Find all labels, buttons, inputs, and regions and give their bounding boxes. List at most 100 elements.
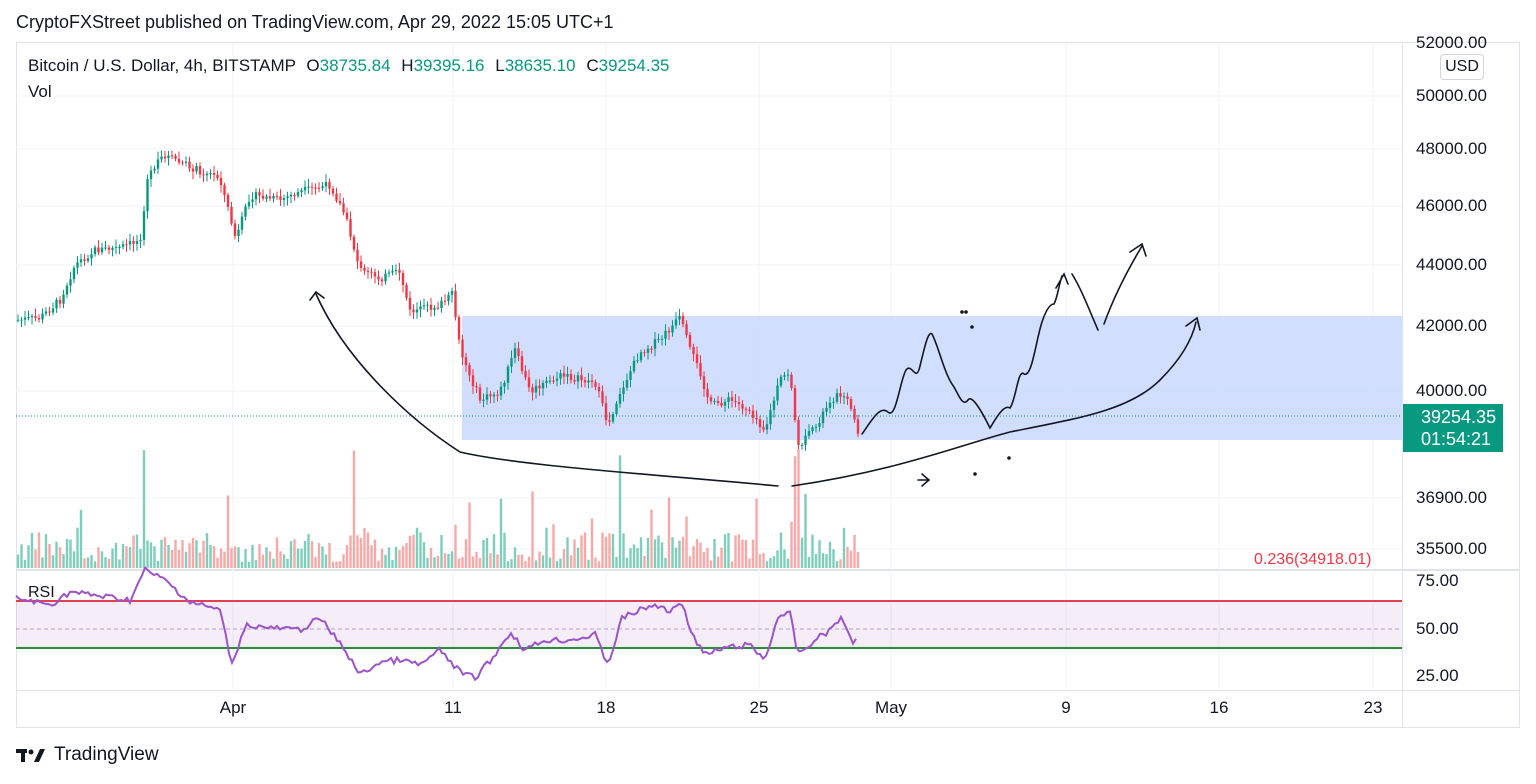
volume-bar — [779, 532, 783, 568]
volume-bar — [139, 548, 142, 568]
volume-bar — [755, 498, 758, 568]
volume-bar — [177, 549, 181, 568]
volume-bar — [457, 558, 461, 568]
volume-bar — [41, 557, 44, 568]
volume-bar — [429, 547, 433, 568]
candle-body — [300, 190, 303, 192]
candle-body — [261, 195, 265, 199]
candle-body — [191, 168, 195, 172]
candle-body — [545, 380, 548, 383]
bar-countdown: 01:54:21 — [1421, 429, 1492, 449]
candle-body — [317, 187, 321, 189]
candle-body — [608, 420, 611, 422]
candle-body — [205, 173, 209, 176]
volume-bar — [321, 546, 324, 568]
candle-body — [506, 366, 510, 383]
candle-body — [594, 382, 597, 387]
candle-body — [34, 316, 37, 318]
volume-bar — [538, 551, 541, 568]
candle-body — [828, 402, 832, 408]
candle-body — [583, 380, 587, 383]
volume-bar — [706, 547, 709, 568]
candle-body — [223, 185, 226, 195]
volume-bar — [723, 534, 727, 568]
volume-bar — [205, 533, 209, 568]
volume-bar — [632, 544, 636, 568]
candle-body — [716, 400, 720, 403]
tradingview-footer[interactable]: TradingView — [16, 744, 159, 766]
candle-body — [398, 269, 401, 273]
volume-bar — [195, 540, 198, 568]
candle-body — [279, 196, 282, 200]
volume-indicator-label[interactable]: Vol — [28, 82, 52, 101]
candle-body — [776, 385, 779, 401]
volume-bar — [160, 539, 163, 568]
volume-bar — [268, 551, 272, 568]
candle-body — [387, 272, 391, 274]
candle-body — [405, 285, 408, 298]
volume-bar — [583, 532, 587, 568]
volume-bar — [27, 545, 30, 568]
candle-body — [342, 203, 345, 213]
volume-bar — [324, 554, 328, 568]
candle-body — [636, 360, 639, 362]
candle-body — [198, 165, 202, 175]
arrow-head-right — [1185, 316, 1201, 331]
volume-bar — [146, 540, 149, 568]
candle-body — [384, 273, 387, 282]
time-tick: 16 — [1209, 698, 1229, 717]
volume-bar — [499, 498, 503, 568]
volume-bar — [846, 546, 849, 568]
price-tick: 36900.00 — [1416, 488, 1487, 507]
volume-bar — [786, 558, 790, 568]
candle-body — [461, 339, 464, 358]
volume-bar — [576, 547, 580, 568]
volume-bar — [821, 553, 825, 568]
volume-bar — [114, 542, 118, 568]
volume-bar — [223, 551, 226, 568]
candle-body — [443, 300, 447, 302]
candle-body — [230, 206, 233, 224]
volume-bar — [363, 527, 366, 568]
price-tick: 46000.00 — [1416, 196, 1487, 215]
candle-body — [758, 419, 762, 428]
candle-body — [804, 435, 807, 445]
volume-bar — [258, 544, 261, 568]
candle-body — [69, 279, 72, 286]
candle-body — [492, 394, 496, 397]
candle-body — [272, 196, 275, 199]
currency-button[interactable]: USD — [1440, 54, 1484, 80]
candle-body — [695, 354, 699, 364]
rsi-tick: 50.00 — [1416, 619, 1459, 638]
candle-body — [555, 378, 559, 381]
volume-bar — [447, 553, 450, 568]
volume-bar — [384, 554, 387, 568]
candle-body — [100, 247, 104, 253]
volume-bar — [405, 542, 408, 568]
volume-bar — [597, 561, 601, 568]
pane-separator[interactable] — [16, 569, 1520, 571]
candle-body — [114, 247, 118, 249]
price-axis-separator — [1402, 42, 1403, 728]
last-price-value: 39254.35 — [1421, 407, 1497, 427]
volume-bar — [555, 561, 559, 568]
volume-bar — [699, 542, 702, 568]
candle-body — [202, 174, 205, 176]
rsi-indicator-label[interactable]: RSI — [28, 584, 55, 601]
candle-body — [244, 206, 247, 217]
volume-bar — [611, 533, 615, 568]
candle-body — [170, 155, 174, 157]
candle-body — [741, 404, 744, 409]
volume-bar — [674, 547, 678, 568]
volume-bar — [811, 534, 814, 568]
volume-bar — [835, 561, 839, 568]
candle-body — [727, 397, 730, 402]
volume-bar — [562, 549, 566, 568]
volume-bar — [853, 534, 856, 568]
candle-body — [709, 397, 713, 402]
volume-bar — [608, 533, 611, 568]
symbol-legend[interactable]: Bitcoin / U.S. Dollar, 4h, BITSTAMP O387… — [28, 56, 670, 76]
volume-bar — [807, 556, 811, 568]
volume-bar — [818, 540, 821, 568]
